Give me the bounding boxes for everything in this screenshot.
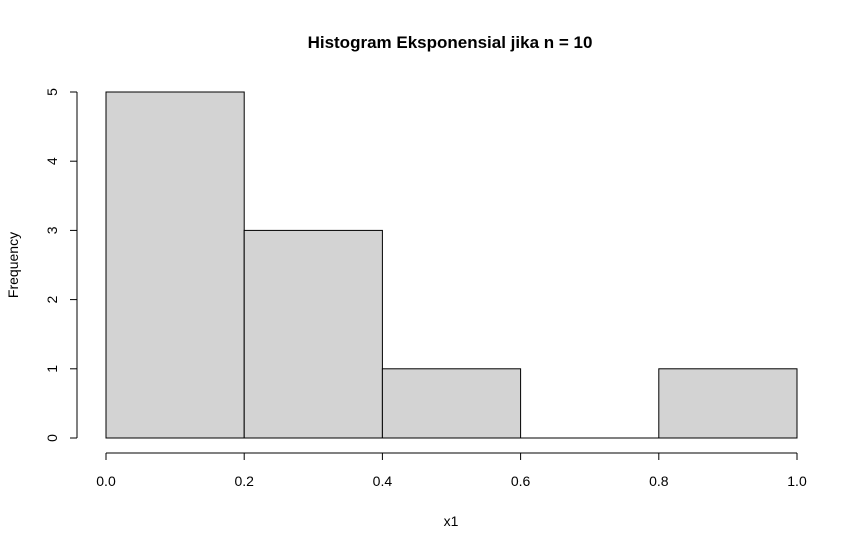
x-axis-label: x1: [444, 513, 459, 529]
y-tick-label-4: 4: [44, 157, 60, 165]
y-tick-label-1: 1: [44, 365, 60, 373]
chart-title: Histogram Eksponensial jika n = 10: [308, 33, 593, 52]
y-axis: 0 1 2 3 4 5: [44, 88, 78, 442]
histogram-bar-1: [243, 229, 383, 439]
y-tick-label-0: 0: [44, 434, 60, 442]
x-tick-label-0: 0.0: [96, 473, 116, 489]
x-tick-label-3: 0.6: [511, 473, 531, 489]
x-tick-label-1: 0.2: [234, 473, 254, 489]
histogram-bar-2: [381, 368, 522, 439]
y-tick-label-3: 3: [44, 226, 60, 234]
x-tick-label-5: 1.0: [787, 473, 807, 489]
histogram-bar-4: [658, 368, 798, 439]
histogram-bar-0: [105, 91, 245, 439]
bars-group: [105, 91, 798, 439]
y-axis-label: Frequency: [5, 232, 21, 298]
y-tick-label-5: 5: [44, 88, 60, 96]
y-tick-label-2: 2: [44, 295, 60, 303]
x-axis: 0.0 0.2 0.4 0.6 0.8 1.0: [96, 452, 807, 489]
x-tick-label-4: 0.8: [649, 473, 669, 489]
x-tick-label-2: 0.4: [373, 473, 393, 489]
